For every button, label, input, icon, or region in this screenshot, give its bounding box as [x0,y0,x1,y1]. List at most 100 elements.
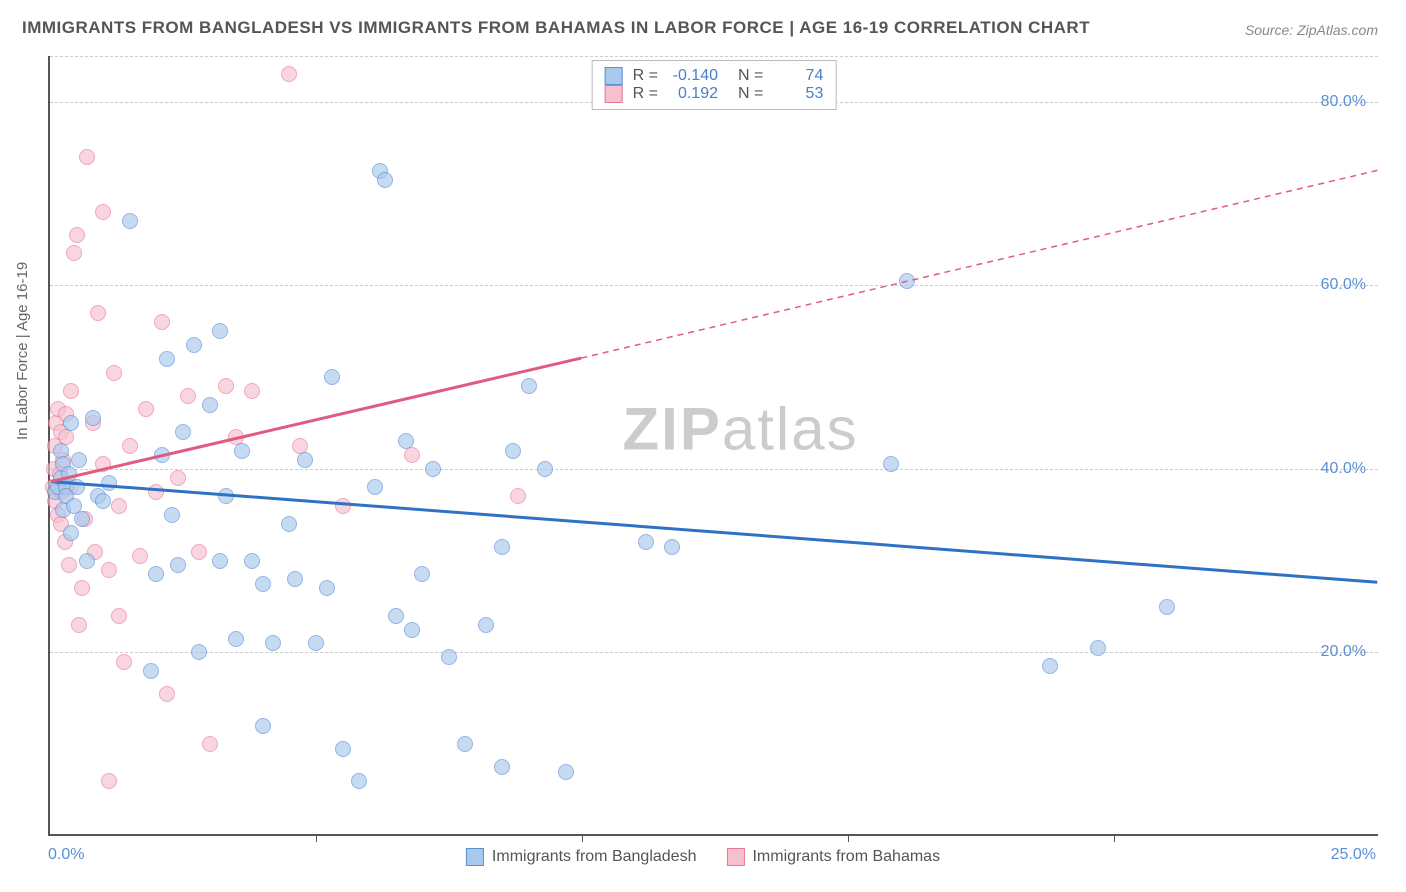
data-point-bangladesh [404,622,420,638]
data-point-bangladesh [159,351,175,367]
data-point-bahamas [159,686,175,702]
series-legend-item: Immigrants from Bahamas [726,848,940,866]
r-value: -0.140 [668,67,718,85]
data-point-bangladesh [148,566,164,582]
legend-swatch [466,848,484,866]
data-point-bangladesh [505,443,521,459]
data-point-bangladesh [883,456,899,472]
data-point-bangladesh [154,447,170,463]
data-point-bangladesh [191,644,207,660]
data-point-bangladesh [170,557,186,573]
data-point-bangladesh [521,378,537,394]
trend-lines [50,56,1378,834]
data-point-bangladesh [414,566,430,582]
chart-title: IMMIGRANTS FROM BANGLADESH VS IMMIGRANTS… [22,18,1090,38]
r-value: 0.192 [668,85,718,103]
x-axis-min-label: 0.0% [48,846,84,864]
gridline [50,469,1378,470]
data-point-bahamas [95,456,111,472]
data-point-bangladesh [287,571,303,587]
data-point-bangladesh [63,525,79,541]
x-tick [582,834,583,842]
data-point-bangladesh [494,539,510,555]
data-point-bahamas [180,388,196,404]
data-point-bangladesh [143,663,159,679]
data-point-bahamas [111,498,127,514]
data-point-bangladesh [377,172,393,188]
y-tick-label: 60.0% [1321,276,1366,294]
data-point-bangladesh [255,576,271,592]
x-tick [848,834,849,842]
series-label: Immigrants from Bangladesh [492,848,697,866]
data-point-bangladesh [265,635,281,651]
legend-swatch [726,848,744,866]
data-point-bangladesh [218,488,234,504]
correlation-legend-row: R =0.192N =53 [605,85,824,103]
data-point-bangladesh [367,479,383,495]
data-point-bangladesh [212,323,228,339]
data-point-bangladesh [1159,599,1175,615]
data-point-bahamas [122,438,138,454]
x-tick [1114,834,1115,842]
data-point-bangladesh [281,516,297,532]
y-tick-label: 20.0% [1321,643,1366,661]
data-point-bangladesh [478,617,494,633]
data-point-bangladesh [319,580,335,596]
data-point-bangladesh [74,511,90,527]
correlation-legend-row: R =-0.140N =74 [605,67,824,85]
n-value: 74 [773,67,823,85]
data-point-bahamas [71,617,87,633]
data-point-bahamas [335,498,351,514]
data-point-bahamas [63,383,79,399]
data-point-bangladesh [186,337,202,353]
data-point-bahamas [90,305,106,321]
watermark: ZIPatlas [623,395,859,464]
data-point-bangladesh [175,424,191,440]
data-point-bangladesh [494,759,510,775]
data-point-bangladesh [398,433,414,449]
data-point-bahamas [74,580,90,596]
scatter-plot: ZIPatlas R =-0.140N =74R =0.192N =53 20.… [48,56,1378,836]
data-point-bangladesh [85,410,101,426]
data-point-bangladesh [537,461,553,477]
data-point-bangladesh [899,273,915,289]
data-point-bangladesh [244,553,260,569]
data-point-bangladesh [234,443,250,459]
data-point-bangladesh [69,479,85,495]
n-label: N = [738,67,763,85]
n-label: N = [738,85,763,103]
data-point-bangladesh [457,736,473,752]
legend-swatch [605,85,623,103]
y-axis-label: In Labor Force | Age 16-19 [14,262,31,440]
gridline [50,56,1378,57]
data-point-bahamas [281,66,297,82]
data-point-bangladesh [558,764,574,780]
data-point-bahamas [138,401,154,417]
data-point-bangladesh [638,534,654,550]
data-point-bahamas [106,365,122,381]
data-point-bahamas [79,149,95,165]
data-point-bangladesh [664,539,680,555]
data-point-bahamas [404,447,420,463]
data-point-bahamas [244,383,260,399]
x-axis-max-label: 25.0% [1331,846,1376,864]
data-point-bangladesh [63,415,79,431]
data-point-bahamas [202,736,218,752]
series-legend: Immigrants from Bangladesh Immigrants fro… [466,848,940,866]
data-point-bangladesh [79,553,95,569]
data-point-bangladesh [101,475,117,491]
data-point-bahamas [191,544,207,560]
correlation-legend: R =-0.140N =74R =0.192N =53 [592,60,837,110]
data-point-bahamas [116,654,132,670]
data-point-bangladesh [388,608,404,624]
source-attribution: Source: ZipAtlas.com [1245,22,1378,38]
data-point-bahamas [148,484,164,500]
data-point-bangladesh [308,635,324,651]
n-value: 53 [773,85,823,103]
series-label: Immigrants from Bahamas [752,848,940,866]
data-point-bahamas [69,227,85,243]
data-point-bangladesh [202,397,218,413]
data-point-bahamas [154,314,170,330]
x-tick [316,834,317,842]
data-point-bangladesh [335,741,351,757]
